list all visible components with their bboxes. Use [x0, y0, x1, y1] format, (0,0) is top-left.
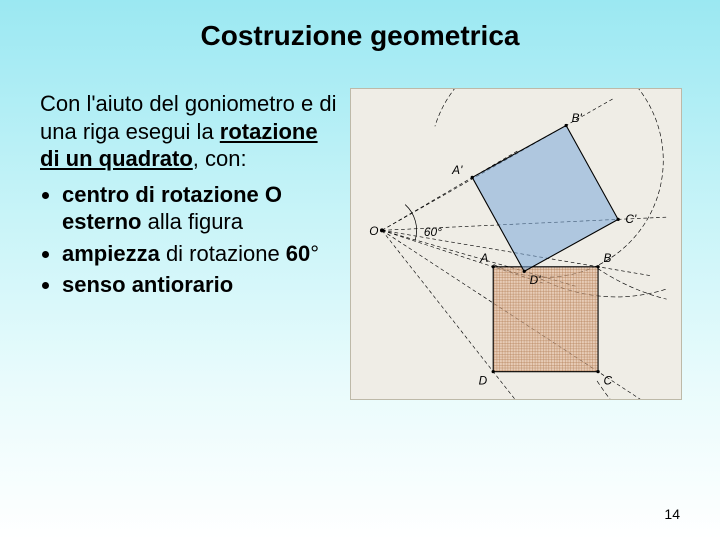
svg-text:D': D' — [530, 273, 542, 287]
svg-text:B: B — [604, 251, 612, 265]
rotation-diagram: 60° A B C D A' B' C' D' O — [350, 88, 682, 400]
b2c: 60 — [286, 241, 310, 266]
para-part-c: , con: — [193, 146, 247, 171]
svg-text:C': C' — [625, 212, 637, 226]
svg-text:O: O — [369, 224, 378, 238]
svg-text:A': A' — [451, 163, 463, 177]
svg-text:B': B' — [572, 111, 583, 125]
page-number: 14 — [664, 506, 680, 522]
svg-text:C: C — [604, 373, 613, 387]
svg-text:60°: 60° — [424, 225, 442, 239]
list-item: senso antiorario — [62, 271, 340, 299]
bullet-list: centro di rotazione O esterno alla figur… — [40, 181, 340, 299]
list-item: centro di rotazione O esterno alla figur… — [62, 181, 340, 236]
svg-text:D: D — [479, 373, 488, 387]
list-item: ampiezza di rotazione 60° — [62, 240, 340, 268]
b3a: senso antiorario — [62, 272, 233, 297]
slide-title: Costruzione geometrica — [0, 20, 720, 52]
b1b: alla figura — [141, 209, 243, 234]
b2a: ampiezza — [62, 241, 160, 266]
b2b: di rotazione — [160, 241, 286, 266]
b2d: ° — [310, 241, 319, 266]
svg-text:A: A — [479, 251, 488, 265]
body-text: Con l'aiuto del goniometro e di una riga… — [40, 90, 340, 303]
